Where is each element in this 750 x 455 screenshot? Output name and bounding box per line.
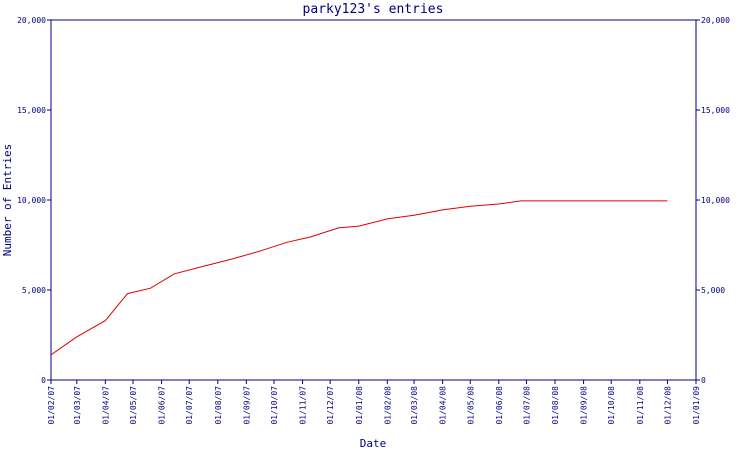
x-tick-label: 01/06/07 bbox=[158, 386, 167, 425]
x-tick-label: 01/09/08 bbox=[580, 386, 589, 425]
x-tick-label: 01/03/07 bbox=[73, 386, 82, 425]
y-tick-label-left: 10,000 bbox=[17, 196, 46, 205]
series-layer bbox=[50, 200, 668, 356]
x-tick-label: 01/04/07 bbox=[101, 386, 110, 425]
x-tick-label: 01/01/08 bbox=[355, 386, 364, 425]
chart-title: parky123's entries bbox=[303, 2, 444, 17]
y-tick-label-right: 20,000 bbox=[701, 16, 730, 25]
x-tick-label: 01/02/07 bbox=[47, 386, 56, 425]
x-tick-label: 01/05/07 bbox=[129, 386, 138, 425]
x-tick-label: 01/11/08 bbox=[636, 386, 645, 425]
x-tick-label: 01/08/08 bbox=[551, 386, 560, 425]
x-tick-label: 01/11/07 bbox=[299, 386, 308, 425]
y-tick-label-left: 5,000 bbox=[22, 286, 46, 295]
axes bbox=[47, 19, 700, 384]
x-tick-label: 01/03/08 bbox=[410, 386, 419, 425]
x-tick-label: 01/10/08 bbox=[607, 386, 616, 425]
x-tick-label: 01/12/07 bbox=[326, 386, 335, 425]
y-tick-label-left: 15,000 bbox=[17, 106, 46, 115]
x-tick-label: 01/08/07 bbox=[214, 386, 223, 425]
plot-frame bbox=[50, 19, 697, 381]
tick-labels: 0 0 5,000 5,000 10,000 10,000 15,000 15,000 20,0… bbox=[17, 16, 730, 425]
x-tick-label: 01/05/08 bbox=[466, 386, 475, 425]
y-axis-label: Number of Entries bbox=[1, 144, 14, 257]
y-tick-label-left: 0 bbox=[41, 376, 46, 385]
x-tick-label: 01/01/09 bbox=[692, 386, 701, 425]
x-tick-label: 01/09/07 bbox=[242, 386, 251, 425]
x-tick-label: 01/10/07 bbox=[270, 386, 279, 425]
x-tick-label: 01/06/08 bbox=[495, 386, 504, 425]
x-axis-label: Date bbox=[360, 437, 387, 450]
series-line bbox=[50, 200, 668, 356]
y-tick-label-right: 0 bbox=[701, 376, 706, 385]
y-tick-label-right: 5,000 bbox=[701, 286, 725, 295]
x-tick-label: 01/07/07 bbox=[185, 386, 194, 425]
y-tick-label-left: 20,000 bbox=[17, 16, 46, 25]
y-tick-label-right: 10,000 bbox=[701, 196, 730, 205]
x-tick-label: 01/12/08 bbox=[663, 386, 672, 425]
y-tick-label-right: 15,000 bbox=[701, 106, 730, 115]
x-tick-label: 01/04/08 bbox=[439, 386, 448, 425]
x-tick-label: 01/02/08 bbox=[383, 386, 392, 425]
x-tick-label: 01/07/08 bbox=[522, 386, 531, 425]
